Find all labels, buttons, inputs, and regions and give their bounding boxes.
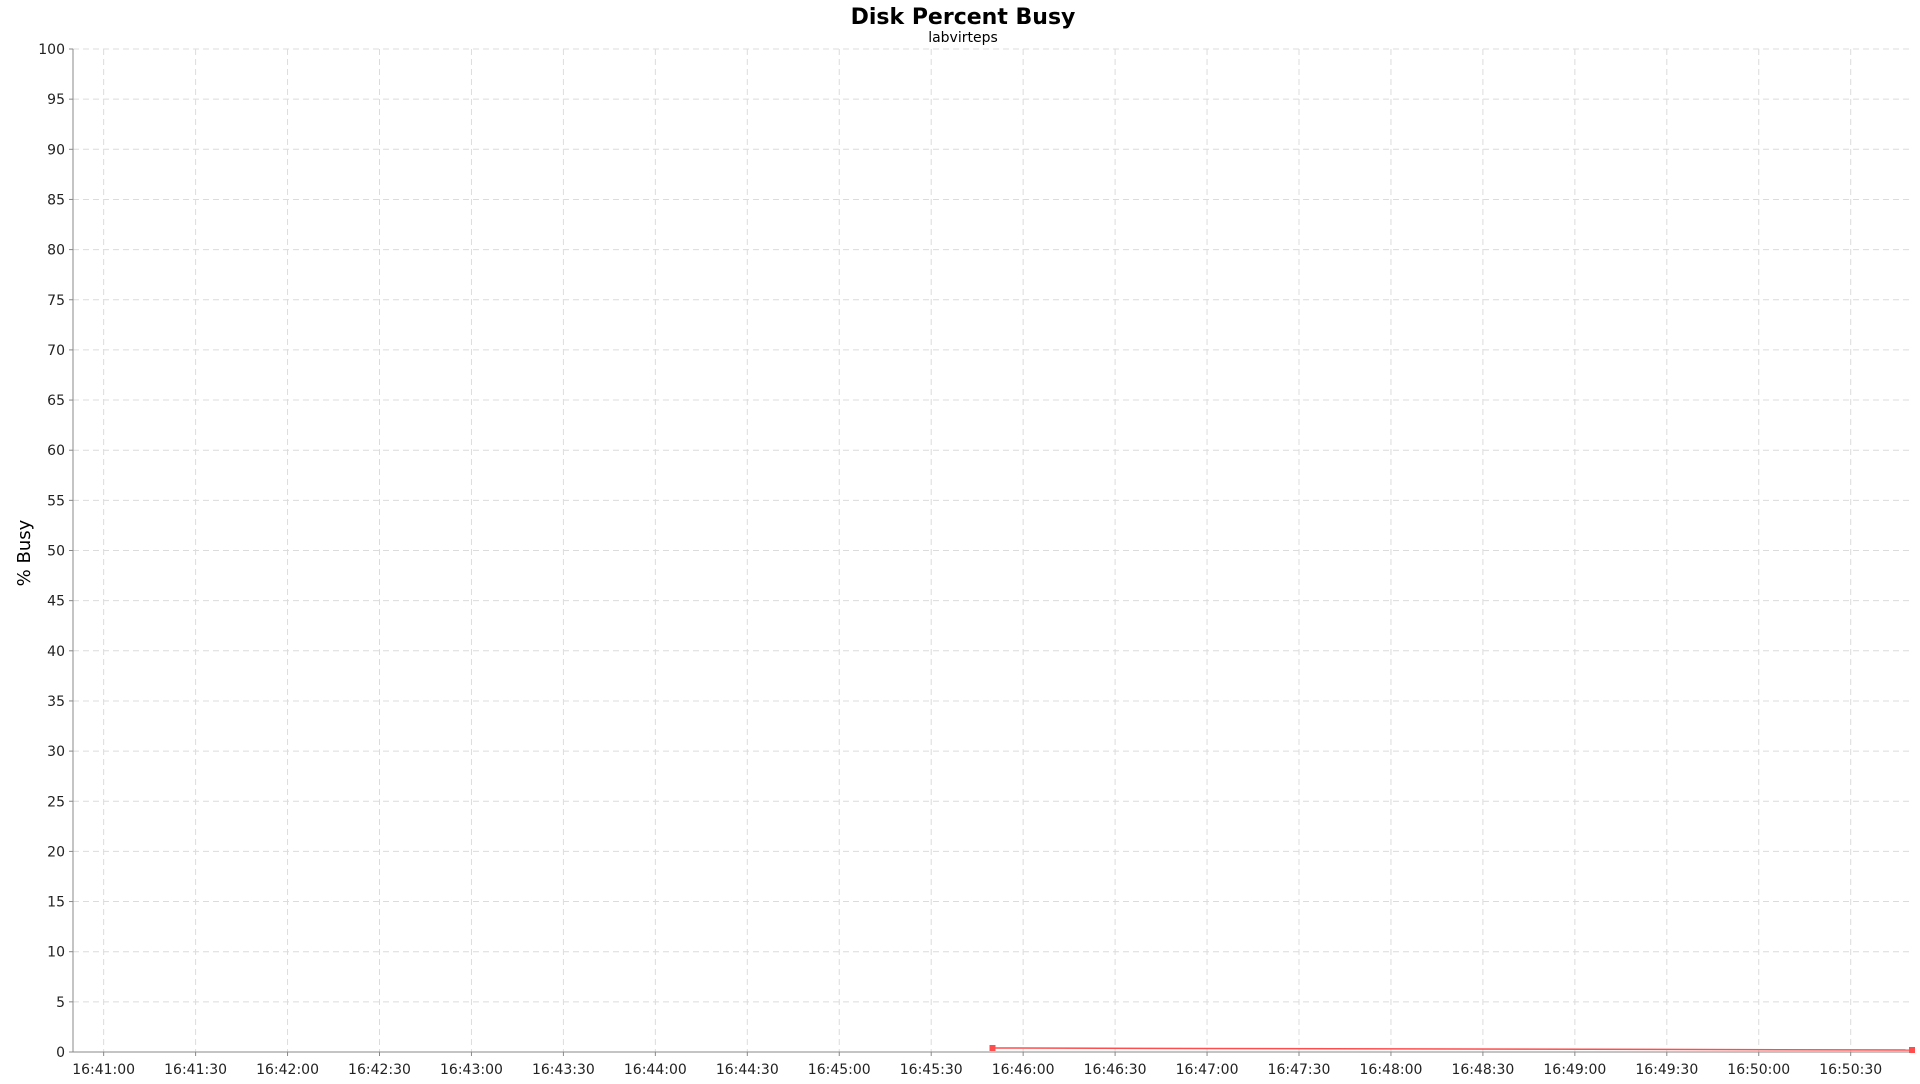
y-tick-label: 40 [47, 644, 65, 660]
y-tick-label: 65 [47, 393, 65, 409]
x-tick-label: 16:50:00 [1727, 1062, 1790, 1078]
x-tick-label: 16:44:00 [624, 1062, 687, 1078]
x-tick-label: 16:41:30 [164, 1062, 227, 1078]
y-tick-label: 75 [47, 293, 65, 309]
y-tick-label: 10 [47, 945, 65, 961]
x-tick-label: 16:41:00 [72, 1062, 135, 1078]
y-tick-label: 0 [56, 1045, 65, 1061]
y-axis-label: % Busy [14, 519, 35, 586]
series-layer [989, 1044, 1915, 1053]
y-tick-label: 90 [47, 142, 65, 158]
x-tick-label: 16:45:30 [900, 1062, 963, 1078]
y-tick-label: 55 [47, 493, 65, 509]
y-tick-label: 60 [47, 443, 65, 459]
data-point [989, 1044, 996, 1051]
y-tick-label: 45 [47, 594, 65, 610]
y-tick-label: 95 [47, 92, 65, 108]
y-tick-label: 50 [47, 544, 65, 560]
x-tick-label: 16:43:30 [532, 1062, 595, 1078]
x-tick-label: 16:43:00 [440, 1062, 503, 1078]
data-point [1909, 1046, 1915, 1053]
chart-title: Disk Percent Busy [851, 5, 1076, 30]
y-tick-label: 5 [56, 995, 65, 1011]
chart-subtitle: labvirteps [928, 30, 998, 46]
y-tick-label: 20 [47, 844, 65, 860]
x-tick-label: 16:46:00 [992, 1062, 1055, 1078]
y-tick-label: 35 [47, 694, 65, 710]
x-tick-label: 16:48:30 [1451, 1062, 1514, 1078]
y-tick-label: 15 [47, 895, 65, 911]
axis-layer: 0 5 10 15 20 25 30 35 40 45 50 55 60 65 70 75 80 85 90 95 10… [38, 42, 1912, 1078]
x-tick-label: 16:48:00 [1360, 1062, 1423, 1078]
x-tick-label: 16:49:30 [1635, 1062, 1698, 1078]
y-tick-label: 30 [47, 744, 65, 760]
y-tick-label: 80 [47, 243, 65, 259]
x-tick-label: 16:44:30 [716, 1062, 779, 1078]
y-tick-label: 100 [38, 42, 65, 58]
y-tick-label: 70 [47, 343, 65, 359]
x-tick-label: 16:46:30 [1084, 1062, 1147, 1078]
y-tick-label: 85 [47, 192, 65, 208]
x-tick-label: 16:47:00 [1176, 1062, 1239, 1078]
x-tick-label: 16:49:00 [1543, 1062, 1606, 1078]
x-tick-label: 16:47:30 [1268, 1062, 1331, 1078]
x-tick-label: 16:45:00 [808, 1062, 871, 1078]
series-line [992, 1047, 1913, 1051]
x-tick-label: 16:42:00 [256, 1062, 319, 1078]
x-tick-label: 16:42:30 [348, 1062, 411, 1078]
x-tick-label: 16:50:30 [1819, 1062, 1882, 1078]
y-tick-label: 25 [47, 794, 65, 810]
grid-layer [73, 48, 1912, 1052]
